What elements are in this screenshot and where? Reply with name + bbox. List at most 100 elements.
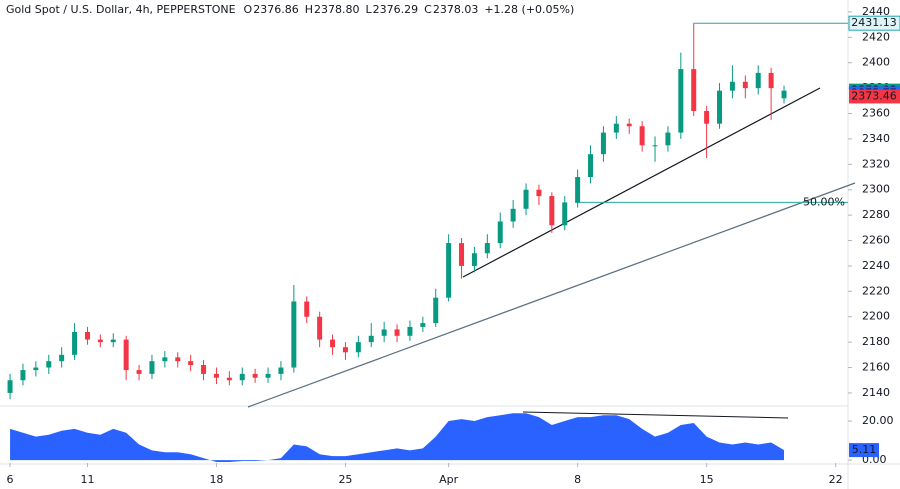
trend-line [247, 182, 856, 408]
candle-body [613, 123, 619, 133]
candle-body [239, 373, 245, 381]
x-tick-label: 6 [7, 473, 14, 486]
ohlc-value: 2378.03 [433, 3, 479, 16]
candle-body [20, 370, 26, 381]
candle-body [484, 243, 490, 254]
y2-tick-label: 20.00 [862, 414, 894, 427]
candle-body [110, 339, 116, 343]
candle-body [201, 364, 207, 374]
candle-body [278, 367, 284, 374]
candle-body [355, 342, 361, 353]
y-tick-label: 2140 [862, 386, 890, 399]
candle-body [652, 145, 658, 147]
indicator-tag-label: 5.11 [852, 443, 877, 456]
candle-body [407, 326, 413, 336]
y-tick-label: 2160 [862, 361, 890, 374]
candle-body [394, 329, 400, 336]
trend-line [462, 87, 821, 278]
y-tick-label: 2180 [862, 335, 890, 348]
candle-body [717, 90, 723, 124]
fib-label: 50.00% [803, 195, 845, 208]
x-tick-label: 18 [209, 473, 223, 486]
candle-body [291, 301, 297, 368]
candle-body [7, 380, 13, 393]
indicator-area [10, 413, 785, 463]
y-tick-label: 2260 [862, 234, 890, 247]
price-tag [849, 89, 900, 104]
ohlc-value: 2376.86 [253, 3, 299, 16]
y-tick-label: 2240 [862, 259, 890, 272]
indicator-trend-line [522, 411, 789, 419]
ohlc-value: 2376.29 [373, 3, 419, 16]
candle-body [729, 81, 735, 91]
candle-body [471, 253, 477, 266]
candle-body [136, 370, 142, 374]
candle-body [226, 377, 232, 381]
candle-body [549, 196, 555, 226]
candle-body [626, 123, 632, 127]
candle-body [497, 221, 503, 244]
price-tag-label: 2373.46 [851, 89, 897, 102]
candle-body [704, 110, 710, 124]
indicator-tag [849, 443, 879, 458]
x-tick-label: 25 [338, 473, 352, 486]
y-tick-label: 2400 [862, 56, 890, 69]
change: +1.28 (+0.05%) [484, 3, 574, 16]
candle-body [213, 373, 219, 378]
candle-body [459, 243, 465, 266]
candle-body [97, 339, 103, 343]
candle-body [781, 90, 787, 99]
candle-body [72, 331, 78, 355]
y-tick-label: 2200 [862, 310, 890, 323]
chart-title: Gold Spot / U.S. Dollar, 4h, PEPPERSTONE [6, 3, 236, 16]
y-tick-label: 2360 [862, 107, 890, 120]
x-tick-label: 11 [80, 473, 94, 486]
candle-body [368, 335, 374, 343]
candle-body [342, 347, 348, 353]
candle-body [175, 357, 181, 362]
candle-body [588, 154, 594, 178]
candle-body [562, 202, 568, 226]
x-tick-label: 22 [829, 473, 843, 486]
y-tick-label: 2440 [862, 5, 890, 18]
ohlc-label: O [244, 3, 253, 16]
price-tag [848, 15, 900, 31]
candle-body [317, 316, 323, 340]
candle-body [433, 297, 439, 324]
candle-body [149, 361, 155, 374]
y-tick-label: 2340 [862, 132, 890, 145]
candle-body [304, 301, 310, 317]
ohlc-value: 2378.80 [314, 3, 360, 16]
candle-body [446, 243, 452, 298]
candle-body [742, 81, 748, 89]
ohlc-label: C [424, 3, 432, 16]
candle-body [330, 339, 336, 348]
candle-body [265, 373, 271, 378]
y-tick-label: 2280 [862, 208, 890, 221]
x-tick-label: Apr [439, 473, 459, 486]
x-tick-label: 8 [574, 473, 581, 486]
candle-body [510, 208, 516, 222]
ohlc-label: L [366, 3, 373, 16]
y-tick-label: 2300 [862, 183, 890, 196]
y-tick-label: 2220 [862, 284, 890, 297]
candle-body [691, 69, 697, 111]
candle-body [523, 189, 529, 209]
candle-body [755, 72, 761, 89]
candle-body [162, 357, 168, 362]
y-tick-label: 2320 [862, 157, 890, 170]
price-tag-label: 2431.13 [851, 16, 897, 29]
candle-body [575, 177, 581, 203]
candle-body [33, 367, 39, 371]
candle-body [188, 361, 194, 365]
candle-body [252, 373, 258, 378]
price-axis-bg [848, 0, 900, 489]
candle-body [84, 331, 90, 340]
candle-body [665, 132, 671, 146]
candle-body [639, 126, 645, 146]
y-tick-label: 2420 [862, 30, 890, 43]
candle-body [678, 69, 684, 133]
candle-body [600, 132, 606, 155]
